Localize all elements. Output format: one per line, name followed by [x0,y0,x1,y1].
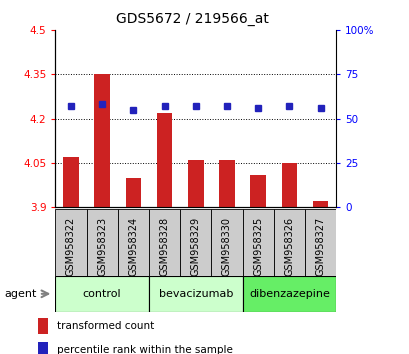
Bar [94,74,110,207]
Bar [219,160,234,207]
Text: GSM958325: GSM958325 [253,217,263,276]
Text: GSM958326: GSM958326 [284,217,294,276]
Text: dibenzazepine: dibenzazepine [248,289,329,299]
Bar [38,318,47,334]
Bar [273,209,304,276]
Bar [86,209,117,276]
Bar [242,276,335,312]
Bar [281,163,297,207]
Text: bevacizumab: bevacizumab [158,289,232,299]
Bar [38,342,47,354]
Bar [242,209,273,276]
Bar [63,157,79,207]
Text: GSM958330: GSM958330 [221,217,231,276]
Bar [211,209,242,276]
Text: GDS5672 / 219566_at: GDS5672 / 219566_at [116,12,268,27]
Bar [250,175,265,207]
Bar [148,209,180,276]
Text: control: control [83,289,121,299]
Bar [117,209,148,276]
Text: GSM958327: GSM958327 [315,217,325,276]
Text: transformed count: transformed count [57,321,154,331]
Bar [187,160,203,207]
Bar [156,113,172,207]
Bar [125,178,141,207]
Bar [148,276,242,312]
Text: GSM958328: GSM958328 [159,217,169,276]
Text: GSM958322: GSM958322 [66,217,76,276]
Text: GSM958323: GSM958323 [97,217,107,276]
Bar [312,201,328,207]
Bar [180,209,211,276]
Text: agent: agent [4,289,36,299]
Bar [55,276,148,312]
Bar [55,209,86,276]
Text: GSM958329: GSM958329 [190,217,200,276]
Text: GSM958324: GSM958324 [128,217,138,276]
Bar [304,209,335,276]
Text: percentile rank within the sample: percentile rank within the sample [57,345,233,354]
